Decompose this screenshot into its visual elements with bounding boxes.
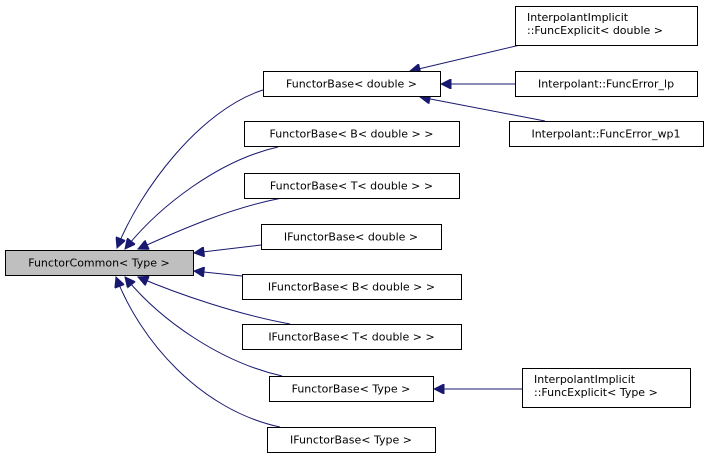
class-node-box — [242, 274, 462, 300]
class-node-func-error-wp1[interactable]: Interpolant::FuncError_wp1 — [509, 121, 704, 147]
edge-ifunctor-base-type-to-functor-common — [116, 277, 281, 428]
edge-ifunctor-base-t-double-to-functor-common — [138, 277, 291, 325]
nodes: FunctorCommon< Type > FunctorBase< double… — [5, 6, 704, 453]
class-node-label: InterpolantImplicit — [527, 11, 629, 24]
class-node-box — [244, 121, 460, 147]
class-node-box — [515, 6, 698, 46]
class-node-label: ::FuncExplicit< Type > — [534, 386, 658, 399]
class-node-label: IFunctorBase< B< double > > — [268, 281, 435, 294]
edge-ifunctor-base-double-to-functor-common — [194, 244, 262, 253]
edge-ifunctor-base-b-double-to-functor-common — [194, 271, 243, 276]
class-node-functor-base-b-double[interactable]: FunctorBase< B< double > > — [244, 121, 460, 147]
class-node-label: IFunctorBase< Type > — [290, 434, 412, 447]
class-node-box — [522, 368, 691, 408]
class-node-label: IFunctorBase< double > — [284, 231, 418, 244]
class-node-functor-base-type[interactable]: FunctorBase< Type > — [269, 376, 434, 402]
class-node-label: FunctorBase< double > — [286, 78, 417, 91]
edge-func-error-wp1-to-functor-base-double — [420, 97, 546, 122]
class-node-func-error-lp[interactable]: Interpolant::FuncError_lp — [515, 71, 698, 97]
class-node-box — [242, 324, 462, 350]
class-node-label: FunctorBase< Type > — [292, 383, 411, 396]
edge-functor-base-t-double-to-functor-common — [138, 197, 283, 249]
class-node-label: Interpolant::FuncError_lp — [538, 78, 674, 91]
class-node-functor-common[interactable]: FunctorCommon< Type > — [5, 250, 194, 276]
class-node-box — [269, 376, 434, 402]
class-node-box — [509, 121, 704, 147]
class-node-func-explicit-type[interactable]: InterpolantImplicit::FuncExplicit< Type … — [522, 368, 691, 408]
edges — [116, 44, 546, 428]
class-node-functor-base-t-double[interactable]: FunctorBase< T< double > > — [244, 173, 460, 199]
class-node-func-explicit-double[interactable]: InterpolantImplicit::FuncExplicit< doubl… — [515, 6, 698, 46]
class-node-label: FunctorBase< T< double > > — [270, 180, 433, 193]
class-node-box — [261, 224, 442, 250]
class-node-ifunctor-base-double[interactable]: IFunctorBase< double > — [261, 224, 442, 250]
edge-functor-base-type-to-functor-common — [125, 277, 283, 377]
class-node-label: ::FuncExplicit< double > — [527, 24, 663, 37]
class-node-functor-base-double[interactable]: FunctorBase< double > — [263, 71, 441, 97]
class-node-ifunctor-base-type[interactable]: IFunctorBase< Type > — [267, 427, 436, 453]
edge-functor-base-double-to-functor-common — [117, 89, 264, 248]
edge-functor-base-b-double-to-functor-common — [125, 146, 279, 249]
class-node-box — [263, 71, 441, 97]
class-node-box — [244, 173, 460, 199]
class-node-label: FunctorBase< B< double > > — [270, 128, 434, 141]
class-node-label: InterpolantImplicit — [534, 373, 636, 386]
class-node-box — [267, 427, 436, 453]
class-node-ifunctor-base-b-double[interactable]: IFunctorBase< B< double > > — [242, 274, 462, 300]
class-node-label: IFunctorBase< T< double > > — [268, 331, 434, 344]
class-node-label: FunctorCommon< Type > — [28, 257, 170, 270]
class-node-ifunctor-base-t-double[interactable]: IFunctorBase< T< double > > — [242, 324, 462, 350]
edge-func-explicit-double-to-functor-base-double — [410, 44, 521, 71]
class-node-label: Interpolant::FuncError_wp1 — [531, 128, 680, 141]
class-node-box — [515, 71, 698, 97]
class-node-box — [5, 250, 194, 276]
